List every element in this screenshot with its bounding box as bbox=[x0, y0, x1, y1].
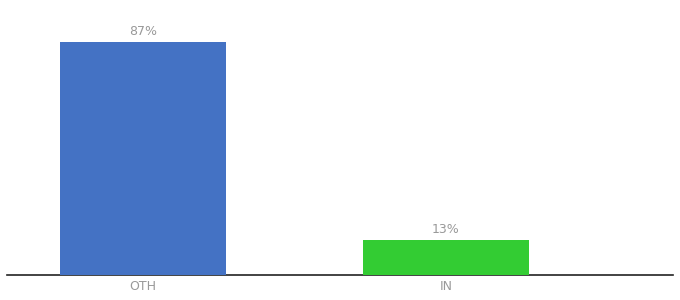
Text: 87%: 87% bbox=[129, 25, 157, 38]
Bar bbox=[362, 240, 529, 274]
Bar bbox=[60, 42, 226, 274]
Text: 13%: 13% bbox=[432, 223, 460, 236]
